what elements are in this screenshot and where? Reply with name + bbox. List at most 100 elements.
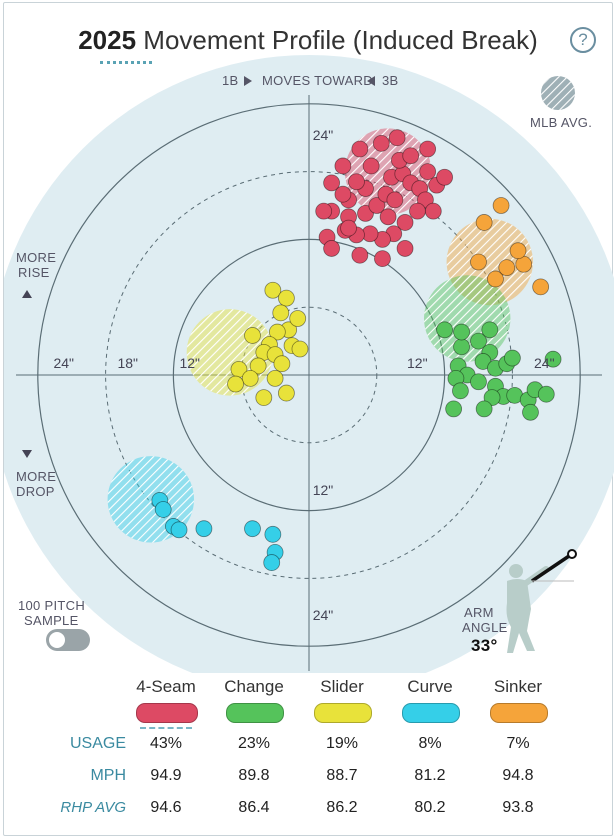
direction-moves-toward: MOVES TOWARD — [262, 73, 373, 88]
pitch-point-4-seam — [424, 202, 442, 220]
pitch-point-sinker — [475, 214, 493, 231]
sample-label-1: 100 PITCH — [18, 598, 86, 613]
arm-angle-line — [531, 552, 573, 583]
pitch-point-4-seam — [351, 246, 369, 264]
pitch-point-4-seam — [340, 219, 357, 237]
ring-label: 24" — [53, 355, 74, 371]
pitch-toggle-pill[interactable] — [314, 703, 372, 723]
pitch-point-curve — [195, 520, 213, 538]
pitch-point-4-seam — [402, 147, 420, 165]
pitch-point-sinker — [532, 278, 550, 296]
pitch-point-sinker — [487, 270, 504, 288]
pitch-point-change — [470, 373, 487, 391]
pitch-point-4-seam — [334, 185, 352, 203]
movement-plot: 24" 18" 12" 12" 24" 24" 12" 24" — [4, 55, 614, 673]
pitch-point-curve — [170, 521, 188, 539]
pitch-point-change — [453, 338, 470, 356]
cell-usage: 43% — [149, 735, 183, 752]
more-rise-label-1: MORE — [16, 250, 57, 265]
pitch-point-4-seam — [357, 205, 374, 222]
pitch-point-slider — [244, 327, 261, 344]
pitch-point-slider — [272, 304, 290, 322]
pitch-point-slider — [227, 375, 244, 393]
pitch-point-curve — [263, 554, 281, 571]
pitch-point-change — [436, 321, 454, 339]
arrow-left-icon — [244, 76, 252, 86]
pitch-point-4-seam — [323, 240, 341, 257]
pitch-point-slider — [241, 369, 259, 387]
pitch-point-4-seam — [348, 173, 365, 191]
pitch-point-4-seam — [372, 134, 390, 152]
arm-angle-marker — [567, 549, 577, 559]
pitch-point-slider — [291, 340, 309, 358]
ring-label: 12" — [179, 355, 200, 371]
pitch-point-4-seam — [388, 129, 406, 147]
pitch-point-sinker — [509, 242, 527, 260]
pitch-name: Change — [224, 677, 284, 696]
pitch-point-4-seam — [315, 202, 333, 220]
arrow-right-icon — [367, 76, 375, 86]
pitch-point-change — [481, 321, 499, 339]
pitch-point-change — [522, 403, 539, 421]
ring-label: 18" — [117, 355, 138, 371]
cell-rhp: 93.8 — [502, 799, 534, 816]
cell-mph: 94.8 — [502, 767, 534, 784]
pitch-point-slider — [268, 323, 286, 341]
mlb-avg-zone-change — [423, 275, 511, 362]
pitcher-silhouette-icon — [506, 564, 549, 653]
sample-toggle-knob[interactable] — [49, 632, 65, 648]
pitch-point-curve — [264, 525, 282, 543]
pitch-name: 4-Seam — [136, 677, 196, 696]
pitch-point-change — [445, 400, 463, 418]
cell-rhp: 94.6 — [150, 799, 182, 816]
sample-label-2: SAMPLE — [24, 613, 79, 628]
title-year[interactable]: 2025 — [78, 25, 137, 55]
arm-angle-label-2: ANGLE — [462, 620, 508, 635]
pitch-point-sinker — [492, 197, 510, 214]
arm-angle-label-1: ARM — [464, 605, 494, 620]
pitch-point-curve — [154, 501, 172, 518]
cell-mph: 94.9 — [150, 767, 182, 784]
pitch-point-4-seam — [334, 157, 352, 175]
ring-label: 12" — [313, 482, 334, 498]
help-icon[interactable]: ? — [570, 27, 596, 53]
more-drop-label-2: DROP — [16, 484, 55, 499]
pitch-point-4-seam — [386, 191, 404, 209]
pitch-name: Curve — [407, 677, 453, 696]
pitch-point-4-seam — [419, 140, 437, 158]
pitch-point-slider — [264, 281, 282, 299]
title-text: Movement Profile (Induced Break) — [143, 25, 538, 55]
pitch-point-change — [503, 349, 521, 367]
pitch-point-slider — [255, 389, 273, 407]
pitch-toggle-pill[interactable] — [402, 703, 460, 723]
sample-toggle[interactable] — [46, 629, 90, 651]
usage-dotted-line — [140, 727, 192, 729]
cell-rhp: 86.2 — [326, 799, 358, 816]
ring-label: 24" — [313, 607, 334, 623]
mlb-avg-hatch — [423, 275, 511, 362]
mlb-avg-label: MLB AVG. — [530, 115, 593, 130]
arm-angle-value: 33° — [471, 636, 498, 655]
cell-mph: 88.7 — [326, 767, 358, 784]
pitch-point-curve — [244, 520, 261, 538]
pitch-point-4-seam — [351, 140, 369, 158]
row-label-mph: MPH — [90, 767, 126, 784]
cell-mph: 89.8 — [238, 767, 270, 784]
pitch-point-sinker — [470, 253, 487, 271]
cell-usage: 23% — [237, 735, 271, 752]
pitch-point-4-seam — [436, 168, 454, 186]
pitch-point-slider — [273, 355, 291, 373]
cell-rhp: 80.2 — [414, 799, 446, 816]
pitch-point-slider — [277, 384, 295, 402]
direction-3b: 3B — [382, 73, 399, 88]
cell-rhp: 86.4 — [238, 799, 270, 816]
more-rise-label-2: RISE — [18, 265, 50, 280]
pitch-point-change — [544, 350, 562, 368]
pitch-point-change — [452, 382, 469, 400]
mlb-avg-legend-icon — [541, 76, 575, 110]
pitch-toggle-pill[interactable] — [490, 703, 548, 723]
pitch-name: Sinker — [493, 677, 543, 696]
pitch-point-4-seam — [368, 197, 386, 214]
pitch-toggle-pill[interactable] — [136, 703, 198, 723]
pitch-toggle-pill[interactable] — [226, 703, 284, 723]
